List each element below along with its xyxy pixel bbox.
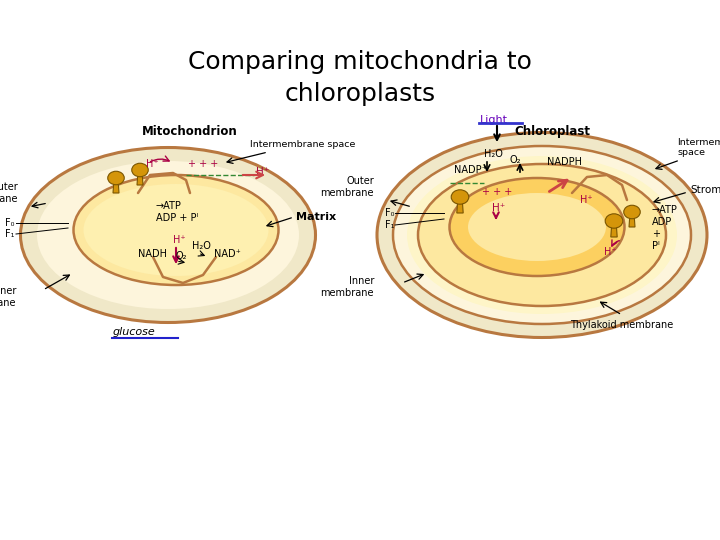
Text: H⁺: H⁺: [256, 167, 269, 177]
Text: F₀: F₀: [384, 208, 394, 218]
Text: Pᴵ: Pᴵ: [652, 241, 660, 251]
Text: Intermembrane space: Intermembrane space: [250, 140, 356, 149]
Ellipse shape: [393, 146, 691, 324]
Text: H⁺: H⁺: [146, 159, 158, 169]
Text: H₂O: H₂O: [192, 241, 211, 251]
Text: F₁: F₁: [6, 229, 15, 239]
Text: Outer
membrane: Outer membrane: [320, 176, 374, 198]
Ellipse shape: [377, 132, 707, 338]
Text: H⁺: H⁺: [604, 247, 616, 257]
Text: Intermembrane
space: Intermembrane space: [677, 138, 720, 157]
Text: Mitochondrion: Mitochondrion: [142, 125, 238, 138]
Text: Matrix: Matrix: [296, 212, 336, 222]
Ellipse shape: [407, 156, 677, 314]
Text: Thylakoid membrane: Thylakoid membrane: [570, 320, 674, 330]
Ellipse shape: [468, 193, 606, 261]
Polygon shape: [629, 217, 635, 227]
Text: F₀: F₀: [6, 218, 15, 228]
Ellipse shape: [451, 190, 469, 204]
Text: H⁺: H⁺: [580, 195, 593, 205]
Text: Comparing mitochondria to
chloroplasts: Comparing mitochondria to chloroplasts: [188, 50, 532, 106]
Text: glucose: glucose: [113, 327, 156, 337]
Ellipse shape: [84, 184, 269, 276]
Ellipse shape: [108, 171, 125, 185]
Ellipse shape: [449, 178, 624, 276]
Text: Chloroplast: Chloroplast: [514, 125, 590, 138]
Text: NADH: NADH: [138, 249, 167, 259]
Polygon shape: [456, 202, 463, 213]
Text: H⁺: H⁺: [492, 203, 505, 213]
Text: Inner
membrane: Inner membrane: [0, 286, 16, 308]
Text: F₁: F₁: [384, 220, 394, 230]
Text: →ATP: →ATP: [156, 201, 182, 211]
Text: NADP⁺: NADP⁺: [454, 165, 487, 175]
Text: NAD⁺: NAD⁺: [214, 249, 241, 259]
Text: Outer
membrane: Outer membrane: [0, 182, 18, 204]
Text: H⁺: H⁺: [173, 235, 186, 245]
Text: O₂: O₂: [510, 155, 521, 165]
Polygon shape: [611, 226, 617, 237]
Polygon shape: [137, 174, 143, 185]
Ellipse shape: [606, 214, 623, 228]
Ellipse shape: [20, 147, 315, 322]
Text: Stroma: Stroma: [690, 185, 720, 195]
Text: →ATP: →ATP: [652, 205, 678, 215]
Text: +: +: [652, 229, 660, 239]
Ellipse shape: [37, 161, 299, 309]
Text: O₂: O₂: [176, 251, 187, 261]
Text: ADP + Pᴵ: ADP + Pᴵ: [156, 213, 198, 223]
Ellipse shape: [132, 163, 148, 177]
Text: Inner
membrane: Inner membrane: [320, 276, 374, 298]
Ellipse shape: [73, 175, 279, 285]
Text: + + +: + + +: [188, 159, 218, 169]
Polygon shape: [113, 183, 119, 193]
Text: NADPH: NADPH: [547, 157, 582, 167]
Text: + + +: + + +: [482, 187, 512, 197]
Ellipse shape: [624, 205, 640, 219]
Text: H₂O: H₂O: [484, 149, 503, 159]
Text: Light: Light: [480, 115, 508, 125]
Text: ADP: ADP: [652, 217, 672, 227]
Ellipse shape: [418, 164, 666, 306]
